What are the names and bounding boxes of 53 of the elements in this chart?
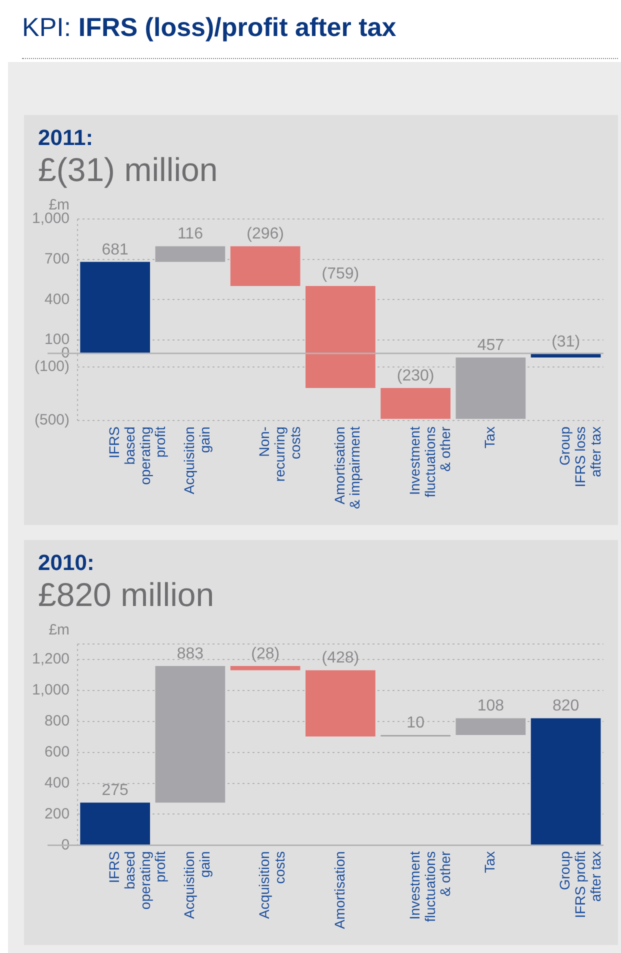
bar <box>230 246 300 286</box>
x-tick-label: Acquisition gain <box>181 426 212 494</box>
x-tick-label: Investment fluctuations & other <box>406 426 454 498</box>
data-label: 108 <box>477 698 504 715</box>
data-label: (759) <box>322 265 360 282</box>
y-tick-label: 1,000 <box>32 682 70 699</box>
x-tick-label: Group IFRS profit after tax <box>556 850 604 918</box>
data-label: 681 <box>102 241 129 258</box>
chart-subtitle: £820 million <box>38 576 216 614</box>
y-tick-label: 1,200 <box>32 650 70 668</box>
text: KPI: IFRS (loss)/profit after tax <box>22 12 396 42</box>
data-label: 116 <box>177 226 204 243</box>
data-label: (230) <box>396 367 434 384</box>
data-label: (28) <box>251 645 280 662</box>
y-tick-label: 600 <box>44 743 70 760</box>
y-tick-label: (500) <box>34 412 70 429</box>
data-label: (31) <box>552 333 580 350</box>
data-label: 883 <box>176 645 204 662</box>
x-tick-label: Tax <box>482 426 498 448</box>
x-tick-label: Acquisition gain <box>181 851 212 919</box>
bar <box>380 388 450 419</box>
x-tick-label: Tax <box>482 851 498 873</box>
bar <box>530 354 601 358</box>
chart-title: 2010: <box>38 550 96 576</box>
y-tick-label: (100) <box>34 358 70 375</box>
bar <box>306 286 376 388</box>
x-tick-label: Acquisition costs <box>256 851 288 919</box>
bar <box>530 718 601 845</box>
bar <box>80 262 150 353</box>
y-tick-label: 800 <box>44 712 70 730</box>
x-tick-label: IFRS based operating profit <box>106 426 168 485</box>
x-tick-label: Amortisation <box>331 851 348 930</box>
x-tick-label: Group IFRS loss after tax <box>556 426 604 488</box>
data-label: (296) <box>246 226 284 243</box>
x-tick-label: Non- recurring costs <box>256 426 303 482</box>
y-axis-title: £m <box>48 622 70 639</box>
x-tick-label: Investment fluctuations & other <box>406 850 454 922</box>
y-tick-label: 100 <box>44 331 70 348</box>
chart-title: 2011: <box>38 125 94 151</box>
x-tick-label: IFRS based operating profit <box>106 851 168 910</box>
data-label: 457 <box>477 336 504 354</box>
data-label: (428) <box>322 650 360 667</box>
y-tick-label: 400 <box>44 290 70 308</box>
data-label: 820 <box>552 698 580 715</box>
data-label: 10 <box>406 714 425 732</box>
chart-subtitle: £(31) million <box>38 151 219 189</box>
data-label: 275 <box>102 782 129 800</box>
bar <box>230 666 300 670</box>
bar <box>80 802 150 845</box>
y-tick-label: 700 <box>44 250 70 268</box>
y-tick-label: 400 <box>44 774 70 792</box>
bar <box>306 670 376 737</box>
y-tick-label: 200 <box>44 805 70 822</box>
